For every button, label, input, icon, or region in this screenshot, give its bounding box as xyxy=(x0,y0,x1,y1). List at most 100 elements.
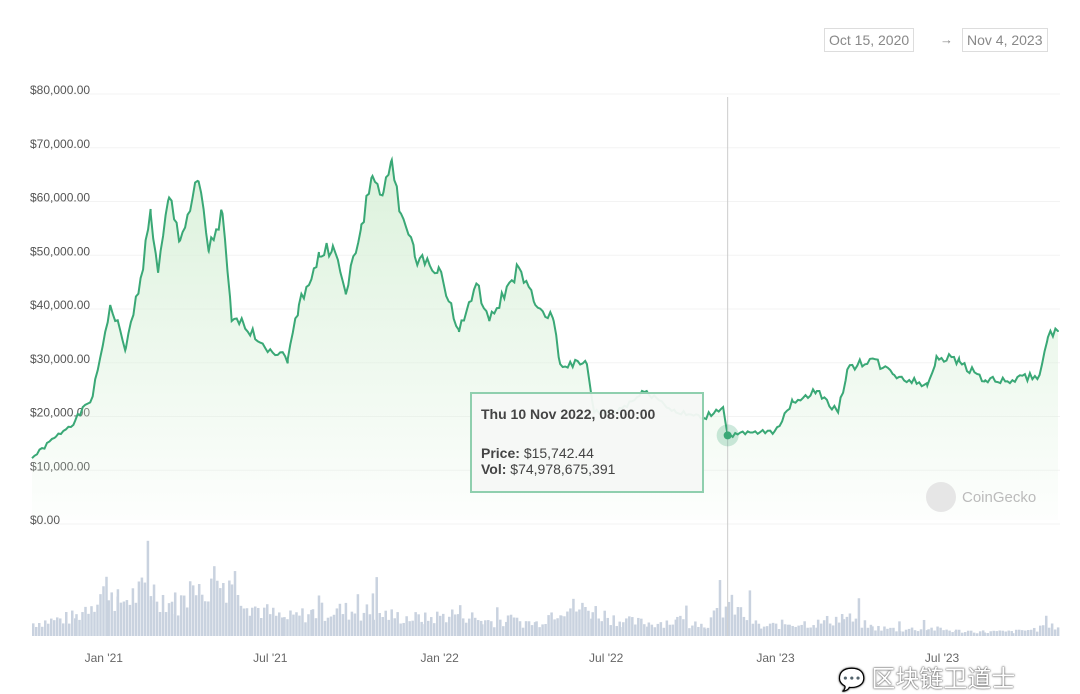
volume-bar xyxy=(487,620,490,636)
volume-bar xyxy=(423,612,427,636)
volume-bar xyxy=(634,624,637,636)
volume-bar xyxy=(1041,625,1045,636)
volume-bar xyxy=(122,601,126,636)
volume-bar xyxy=(470,612,474,636)
volume-bar xyxy=(1010,631,1013,636)
x-tick-label: Jan '23 xyxy=(756,651,795,665)
volume-bar xyxy=(898,621,901,636)
date-from-input[interactable]: Oct 15, 2020 xyxy=(824,28,915,52)
volume-bar xyxy=(983,632,986,636)
volume-bar xyxy=(125,600,129,636)
volume-bar xyxy=(727,601,731,636)
volume-bar xyxy=(155,601,159,636)
volume-bar xyxy=(590,618,593,636)
volume-bar xyxy=(591,612,594,636)
y-tick-label: $80,000.00 xyxy=(30,83,90,97)
price-line xyxy=(31,156,1059,459)
volume-bar xyxy=(587,610,590,636)
volume-bar xyxy=(533,622,537,636)
volume-bar xyxy=(768,623,772,636)
volume-bar xyxy=(476,620,480,636)
volume-bar xyxy=(603,610,606,636)
volume-bar xyxy=(248,615,252,636)
tooltip-price: $15,742.44 xyxy=(523,445,594,461)
volume-bar xyxy=(538,627,541,636)
volume-bar xyxy=(188,581,192,636)
volume-bar xyxy=(81,612,84,636)
volume-bar xyxy=(871,626,874,636)
volume-bar xyxy=(527,621,531,636)
volume-bar xyxy=(777,629,781,636)
volume-bar xyxy=(254,606,257,636)
volume-bar xyxy=(441,613,445,636)
volume-bar xyxy=(679,615,682,636)
volume-bar xyxy=(989,631,992,636)
volume-bar xyxy=(222,583,225,636)
volume-bar xyxy=(167,603,171,636)
volume-bar xyxy=(998,630,1001,636)
volume-bar xyxy=(765,626,769,636)
volume-bar xyxy=(751,623,755,636)
volume-bar xyxy=(473,617,477,636)
volume-bar xyxy=(771,622,775,636)
price-area xyxy=(32,159,1058,520)
volume-bar xyxy=(739,607,743,636)
volume-bar xyxy=(335,608,339,636)
volume-bar xyxy=(584,606,587,636)
volume-bar xyxy=(757,623,761,636)
volume-bar xyxy=(1007,630,1010,636)
volume-bar xyxy=(393,618,396,636)
volume-bar xyxy=(682,619,685,636)
volume-bar xyxy=(216,580,219,636)
volume-bar xyxy=(295,612,298,636)
volume-bar xyxy=(405,616,408,636)
coingecko-brand: CoinGecko xyxy=(926,482,1036,512)
volume-bar xyxy=(266,604,269,636)
volume-bar xyxy=(851,621,855,636)
volume-bar xyxy=(910,627,914,636)
volume-bar xyxy=(1053,629,1057,636)
volume-bar xyxy=(759,628,763,636)
volume-bar xyxy=(281,617,284,636)
volume-bar xyxy=(164,612,168,636)
y-tick-label: $40,000.00 xyxy=(30,298,90,312)
volume-bar xyxy=(951,632,954,636)
volume-bar xyxy=(447,616,451,636)
volume-bar xyxy=(975,633,979,636)
volume-bar xyxy=(863,620,867,636)
volume-bar xyxy=(110,592,113,636)
volume-bar xyxy=(239,605,243,636)
volume-bar xyxy=(62,623,65,636)
volume-bar xyxy=(578,609,581,636)
volume-bar xyxy=(173,592,177,636)
volume-bar xyxy=(493,627,496,636)
volume-bar xyxy=(332,614,336,636)
volume-bar xyxy=(1035,631,1039,636)
y-tick-label: $70,000.00 xyxy=(30,137,90,151)
volume-bar xyxy=(662,627,666,636)
x-tick-label: Jan '21 xyxy=(85,651,124,665)
volume-bar xyxy=(99,594,102,636)
volume-bar xyxy=(38,623,41,636)
volume-bar xyxy=(883,626,886,636)
volume-bar xyxy=(939,627,942,636)
date-to-input[interactable]: Nov 4, 2023 xyxy=(962,28,1048,52)
volume-bar xyxy=(733,614,737,636)
volume-bar xyxy=(182,595,186,636)
volume-bar xyxy=(289,610,292,636)
volume-bar xyxy=(200,594,204,636)
volume-bar xyxy=(972,632,976,636)
volume-bar xyxy=(344,602,348,636)
volume-bar xyxy=(783,624,787,636)
volume-bar xyxy=(372,619,375,636)
volume-bar xyxy=(1047,627,1051,636)
volume-bar xyxy=(860,627,864,636)
volume-bar xyxy=(794,626,797,636)
volume-bar xyxy=(505,621,508,636)
volume-bar xyxy=(877,625,880,636)
volume-bar xyxy=(780,619,784,636)
volume-bar xyxy=(966,630,970,636)
volume-bar xyxy=(730,594,734,636)
volume-bar xyxy=(697,626,700,636)
